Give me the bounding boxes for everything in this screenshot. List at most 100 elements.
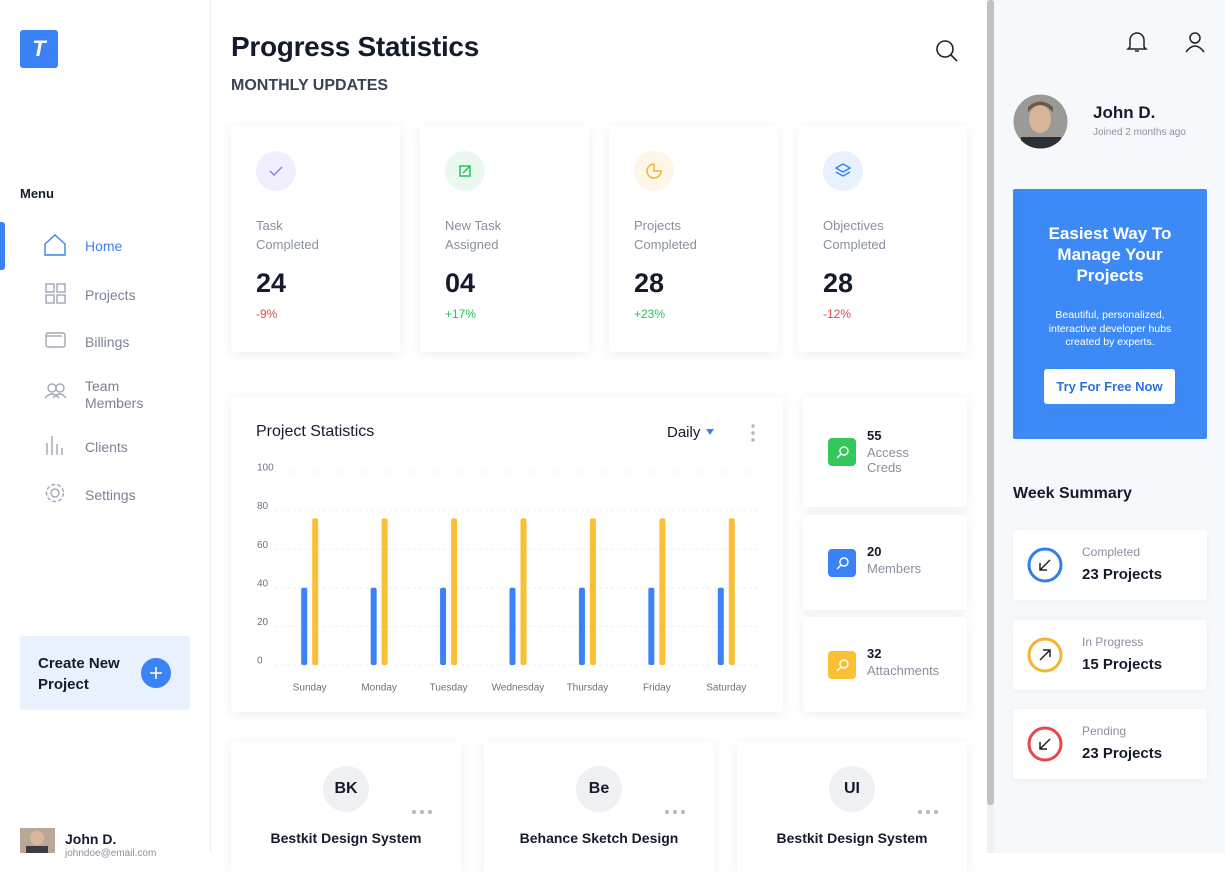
icon-glyph: [269, 166, 283, 177]
x-tick-label: Saturday: [706, 683, 746, 694]
dropdown-arrow[interactable]: [705, 428, 715, 436]
project-initials: Be: [576, 766, 622, 812]
bar: [659, 518, 666, 665]
stat-label: Projects Completed: [634, 218, 697, 252]
stat-label: Task Completed: [256, 218, 319, 252]
dot: [428, 810, 432, 814]
chart-menu[interactable]: [749, 423, 757, 443]
project-initials: UI: [829, 766, 875, 812]
team-icon: [44, 383, 67, 399]
menu-item[interactable]: Team Members: [85, 378, 144, 411]
y-tick-label: 0: [257, 656, 263, 667]
icon-bg: [828, 548, 856, 577]
side-card-label: Members: [867, 560, 922, 576]
side-card-text: 32 Attachments: [867, 645, 957, 678]
stat-label: Objectives Completed: [823, 218, 886, 252]
logo[interactable]: T: [20, 30, 58, 68]
create-project-label: Create New Project: [38, 655, 120, 693]
stat-value: 28: [823, 268, 854, 298]
week-summary-title: Week Summary: [1013, 485, 1132, 502]
chart-card: Project Statistics Daily 0 20 40 60 80 100 Sun…: [231, 397, 783, 712]
x-tick-label: Wednesday: [492, 683, 545, 694]
icon-glyph: [646, 163, 662, 179]
right-panel: John D. Joined 2 months ago Easiest Way …: [994, 0, 1225, 853]
project-card: BK Bestkit Design System: [231, 742, 461, 872]
side-card: 20 Members: [803, 515, 967, 610]
user-icon[interactable]: [1184, 30, 1206, 54]
x-tick-label: Sunday: [293, 683, 327, 694]
project-name: Behance Sketch Design: [519, 830, 679, 846]
stat-change: +17%: [445, 307, 477, 321]
create-project[interactable]: Create New Project: [20, 636, 190, 710]
projects-icon: [45, 283, 66, 304]
ring: [1027, 637, 1063, 672]
menu-item[interactable]: Settings: [85, 487, 136, 503]
stat-card: Task Completed 24 -9%: [231, 126, 400, 352]
page-subtitle: MONTHLY UPDATES: [231, 77, 389, 94]
icon-glyph: [836, 556, 849, 569]
search-icon[interactable]: [934, 38, 960, 64]
y-tick-label: 60: [257, 540, 269, 551]
arrow: [1039, 648, 1051, 661]
profile-name: John D.: [1093, 103, 1156, 122]
chart-filter[interactable]: Daily: [667, 424, 701, 441]
side-card-value: 20: [867, 543, 882, 559]
icon-glyph: [836, 658, 849, 671]
x-tick-label: Monday: [361, 683, 397, 694]
menu-title: Menu: [20, 186, 54, 201]
menu-item[interactable]: Home: [85, 238, 123, 254]
stat-icon: [823, 151, 863, 191]
icon-glyph: [834, 163, 852, 177]
promo-button[interactable]: Try For Free Now: [1044, 369, 1175, 404]
project-menu[interactable]: [917, 809, 939, 815]
user-avatar: [20, 828, 55, 853]
summary-value: 23 Projects: [1082, 566, 1163, 583]
x-tick-label: Thursday: [567, 683, 609, 694]
project-name: Bestkit Design System: [270, 830, 422, 846]
project-menu[interactable]: [411, 809, 433, 815]
bar: [440, 587, 447, 665]
menu-item[interactable]: Clients: [85, 439, 128, 455]
icon-glyph: [836, 446, 849, 459]
bell-icon[interactable]: [1126, 30, 1148, 54]
icon-bg: [256, 151, 296, 191]
profile-avatar: [1013, 94, 1068, 149]
bar: [451, 518, 458, 665]
icon-glyph: [459, 165, 471, 177]
plus-button[interactable]: [140, 657, 172, 689]
bar: [578, 587, 585, 665]
dot: [673, 810, 677, 814]
x-tick-label: Friday: [643, 683, 671, 694]
bar: [589, 518, 596, 665]
stat-change: +23%: [634, 307, 666, 321]
y-tick-label: 40: [257, 578, 269, 589]
stat-card: Objectives Completed 28 -12%: [798, 126, 967, 352]
side-card-text: 20 Members: [867, 543, 957, 576]
bar: [728, 518, 735, 665]
ring: [1027, 547, 1063, 583]
project-card: UI Bestkit Design System: [737, 742, 967, 872]
side-card-value: 55: [867, 428, 882, 443]
menu-item[interactable]: Billings: [85, 334, 130, 350]
stat-change: -9%: [256, 307, 278, 321]
summary-icon: [1027, 637, 1063, 672]
bar: [312, 518, 319, 665]
menu-item[interactable]: Projects: [85, 287, 136, 303]
summary-value: 15 Projects: [1082, 655, 1163, 673]
summary-icon: [1027, 547, 1063, 583]
side-card-icon: [828, 548, 856, 577]
scrollbar-thumb[interactable]: [987, 0, 994, 805]
bar: [520, 518, 527, 665]
project-menu[interactable]: [664, 809, 686, 815]
dot: [665, 810, 669, 814]
bar-chart: 0 20 40 60 80 100 Sunday Monday Tuesday Wednesday…: [257, 463, 761, 694]
dot: [412, 810, 416, 814]
y-tick-label: 100: [257, 463, 274, 474]
stat-icon: [256, 151, 296, 191]
summary-label: Completed: [1082, 545, 1141, 559]
side-card-value: 32: [867, 645, 882, 661]
project-card: Be Behance Sketch Design: [484, 742, 714, 872]
stat-card: New Task Assigned 04 +17%: [420, 126, 589, 352]
project-name: Bestkit Design System: [776, 830, 928, 846]
